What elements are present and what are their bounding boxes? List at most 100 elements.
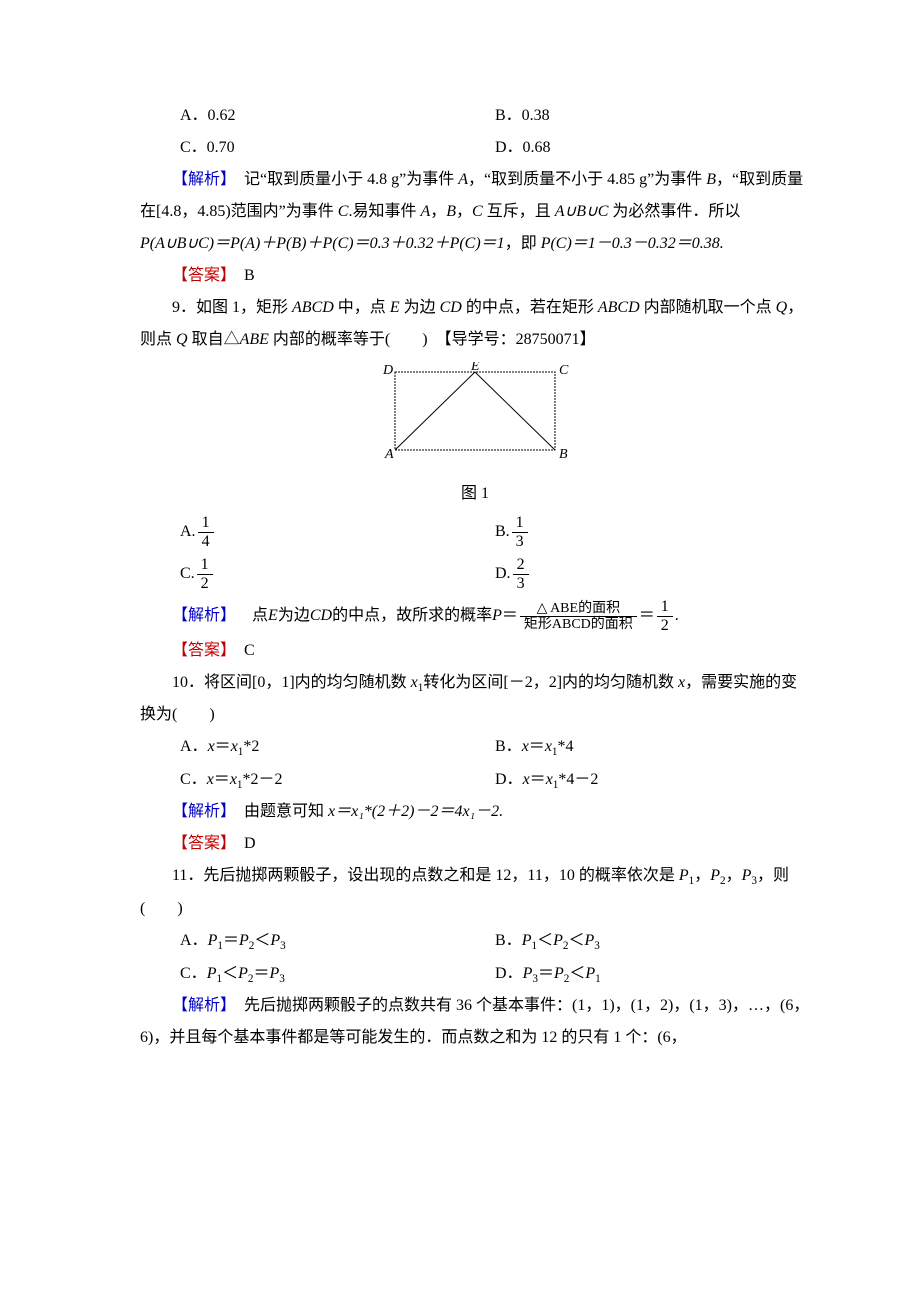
p: P bbox=[269, 965, 279, 982]
text: 9．如图 1，矩形 bbox=[172, 299, 292, 316]
text: 为必然事件．所以 bbox=[608, 203, 740, 220]
p3: P bbox=[742, 867, 752, 884]
q10-option-d: D．x＝x1*4－2 bbox=[495, 764, 810, 797]
answer: D bbox=[228, 835, 256, 852]
rectangle-diagram: A B C D E bbox=[355, 362, 595, 462]
q10-analysis: 【解析】 由题意可知 x＝x₁*(2＋2)－2＝4x₁－2. bbox=[140, 796, 810, 828]
e: E bbox=[390, 299, 400, 316]
label: C． bbox=[180, 965, 207, 982]
p: P bbox=[270, 932, 280, 949]
q10-options-row-1: A．x＝x1*2 B．x＝x1*4 bbox=[180, 731, 810, 764]
op: ＝ bbox=[538, 965, 554, 982]
tail: *2 bbox=[243, 738, 259, 755]
sep: ， bbox=[694, 867, 710, 884]
text: .易知事件 bbox=[348, 203, 420, 220]
expr: x＝x₁*(2＋2)－2＝4x₁－2. bbox=[328, 803, 503, 820]
num: 2 bbox=[513, 556, 529, 575]
q11-options-row-2: C．P1＜P2＝P3 D．P3＝P2＜P1 bbox=[180, 958, 810, 991]
opt-a-label: A. bbox=[180, 516, 196, 548]
lhs: x bbox=[522, 738, 529, 755]
q11-options-row-1: A．P1＝P2＜P3 B．P1＜P2＜P3 bbox=[180, 925, 810, 958]
res-frac: 1 2 bbox=[657, 598, 673, 634]
text: 为边 bbox=[278, 600, 310, 632]
q9-analysis: 【解析】 点 E 为边 CD 的中点，故所求的概率 P＝ △ ABE的面积 矩形… bbox=[172, 598, 810, 634]
s: 3 bbox=[279, 973, 285, 985]
lhs: x bbox=[208, 738, 215, 755]
dot: . bbox=[675, 600, 679, 632]
rhs-x: x bbox=[546, 771, 553, 788]
p: P bbox=[208, 932, 218, 949]
abcd: ABCD bbox=[292, 299, 334, 316]
num: 1 bbox=[198, 514, 214, 533]
expr-union: A∪B∪C bbox=[555, 203, 609, 220]
rhs-x: x bbox=[545, 738, 552, 755]
expr-prob2: P(C)＝1－0.3－0.32＝0.38. bbox=[541, 235, 724, 252]
answer-label: 【答案】 bbox=[172, 267, 228, 284]
q8-options-row-2: C．0.70 D．0.68 bbox=[180, 132, 810, 164]
text: ，“取到质量不小于 4.85 g”为事件 bbox=[468, 171, 706, 188]
q2: Q bbox=[176, 331, 188, 348]
lhs: x bbox=[523, 771, 530, 788]
q9-options-row-2: C. 1 2 D. 2 3 bbox=[180, 556, 810, 592]
ev-c2: C bbox=[472, 203, 483, 220]
p2: P bbox=[710, 867, 720, 884]
num: 1 bbox=[197, 556, 213, 575]
q10-option-c: C．x＝x1*2－2 bbox=[180, 764, 495, 797]
lhs: x bbox=[207, 771, 214, 788]
p: P bbox=[585, 965, 595, 982]
q8-option-a: A．0.62 bbox=[180, 100, 495, 132]
op: ＝ bbox=[223, 932, 239, 949]
p: P bbox=[239, 932, 249, 949]
q9-answer: 【答案】 C bbox=[140, 635, 810, 667]
answer: B bbox=[228, 267, 255, 284]
s: 3 bbox=[280, 940, 286, 952]
label: A． bbox=[180, 932, 208, 949]
num: △ ABE的面积 bbox=[520, 601, 637, 617]
text: ， bbox=[456, 203, 472, 220]
q8-analysis: 【解析】 记“取到质量小于 4.8 g”为事件 A，“取到质量不小于 4.85 … bbox=[140, 164, 810, 260]
den: 3 bbox=[513, 575, 529, 593]
q9-figure-caption: 图 1 bbox=[140, 478, 810, 510]
text: ，即 bbox=[505, 235, 541, 252]
cd: CD bbox=[310, 600, 332, 632]
text: 记“取到质量小于 4.8 g”为事件 bbox=[228, 171, 458, 188]
abcd2: ABCD bbox=[598, 299, 640, 316]
tail: *4 bbox=[558, 738, 574, 755]
opt-b-label: B. bbox=[495, 516, 510, 548]
p: P bbox=[492, 600, 502, 632]
p: P bbox=[584, 932, 594, 949]
label: C． bbox=[180, 771, 207, 788]
q11-option-d: D．P3＝P2＜P1 bbox=[495, 958, 810, 991]
text: 互斥，且 bbox=[483, 203, 555, 220]
op: ＝ bbox=[253, 965, 269, 982]
answer: C bbox=[228, 642, 255, 659]
text: 11．先后抛掷两颗骰子，设出现的点数之和是 12，11，10 的概率依次是 bbox=[172, 867, 679, 884]
s: 1 bbox=[595, 973, 601, 985]
text: 内部的概率等于( ) 【导学号：28750071】 bbox=[269, 331, 596, 348]
tail: *2－2 bbox=[243, 771, 283, 788]
label-d: D bbox=[382, 363, 393, 378]
s: 3 bbox=[594, 940, 600, 952]
label-e: E bbox=[470, 362, 480, 374]
answer-label: 【答案】 bbox=[172, 835, 228, 852]
q9-stem: 9．如图 1，矩形 ABCD 中，点 E 为边 CD 的中点，若在矩形 ABCD… bbox=[140, 292, 810, 356]
q11-option-a: A．P1＝P2＜P3 bbox=[180, 925, 495, 958]
p: P bbox=[523, 965, 533, 982]
text: 由题意可知 bbox=[228, 803, 328, 820]
op: ＜ bbox=[254, 932, 270, 949]
den: 4 bbox=[198, 533, 214, 551]
eq: ＝ bbox=[502, 600, 518, 632]
q11-option-c: C．P1＜P2＝P3 bbox=[180, 958, 495, 991]
text: 取自△ bbox=[188, 331, 240, 348]
prob-frac: △ ABE的面积 矩形ABCD的面积 bbox=[520, 601, 637, 633]
op: ＜ bbox=[222, 965, 238, 982]
q8-option-b: B．0.38 bbox=[495, 100, 810, 132]
text: 中，点 bbox=[334, 299, 390, 316]
q: Q bbox=[776, 299, 788, 316]
text: 的中点，故所求的概率 bbox=[332, 600, 492, 632]
q10-answer: 【答案】 D bbox=[140, 828, 810, 860]
opt-b-frac: 1 3 bbox=[512, 514, 528, 550]
answer-label: 【答案】 bbox=[172, 642, 228, 659]
expr-prob1: P(A∪B∪C)＝P(A)＋P(B)＋P(C)＝0.3＋0.32＋P(C)＝1 bbox=[140, 235, 505, 252]
e: E bbox=[268, 600, 278, 632]
